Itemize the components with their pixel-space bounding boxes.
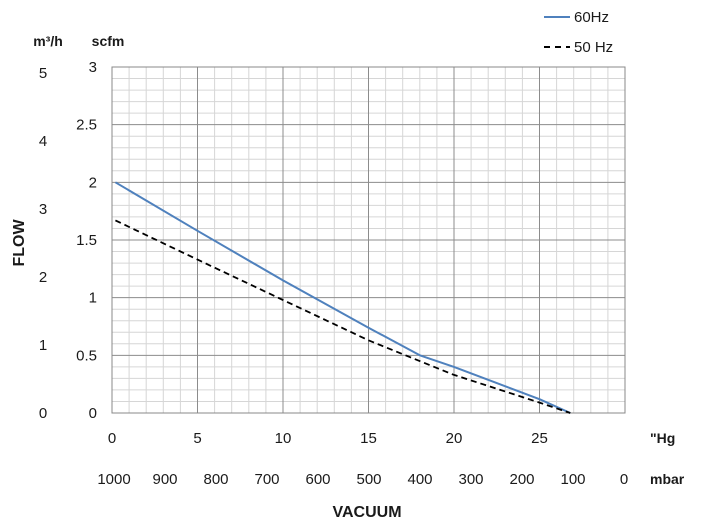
y2-tick-label: 3 [39, 201, 47, 218]
y-tick-label: 1.5 [76, 232, 97, 249]
x-tick-label: 15 [360, 430, 377, 447]
plot-frame [111, 66, 626, 414]
x-axis-title: VACUUM [332, 504, 401, 521]
legend: 60Hz 50 Hz [544, 9, 613, 56]
legend-label-50hz: 50 Hz [574, 39, 613, 56]
x2-tick-label: 500 [356, 471, 381, 488]
y2-tick-label: 5 [39, 65, 47, 82]
y-tick-label: 0 [89, 405, 97, 422]
x2-tick-label: 700 [254, 471, 279, 488]
y2-tick-label: 0 [39, 405, 47, 422]
y-tick-label: 3 [89, 59, 97, 76]
x2-tick-label: 900 [152, 471, 177, 488]
x2-tick-label: 300 [458, 471, 483, 488]
x2-tick-label: 800 [203, 471, 228, 488]
x2-tick-label: 600 [305, 471, 330, 488]
series-line-50hz [115, 219, 571, 414]
series-layer [114, 181, 571, 414]
x-tick-label: 25 [531, 430, 548, 447]
series-line-60hz [114, 181, 571, 414]
x-tick-label: 10 [275, 430, 292, 447]
y-tick-label: 0.5 [76, 347, 97, 364]
x-tick-label: 0 [108, 430, 116, 447]
y-unit-label: scfm [92, 33, 125, 49]
x-tick-label: 5 [193, 430, 201, 447]
major-grid [112, 67, 625, 413]
x2-tick-label: 1000 [97, 471, 130, 488]
y2-tick-label: 2 [39, 269, 47, 286]
y-tick-label: 1 [89, 290, 97, 307]
x-tick-label: 20 [446, 430, 463, 447]
legend-label-60hz: 60Hz [574, 9, 609, 26]
y-tick-label: 2.5 [76, 117, 97, 134]
x2-tick-label: 0 [620, 471, 628, 488]
x2-unit-label: mbar [650, 471, 685, 487]
y-tick-label: 2 [89, 174, 97, 191]
y2-tick-label: 1 [39, 337, 47, 354]
y-axis-title: FLOW [11, 219, 28, 267]
x-unit-label: "Hg [650, 430, 675, 446]
x2-tick-label: 400 [407, 471, 432, 488]
x2-tick-label: 200 [509, 471, 534, 488]
x2-tick-label: 100 [560, 471, 585, 488]
y2-tick-label: 4 [39, 133, 47, 150]
y2-unit-label: m³/h [33, 33, 63, 49]
